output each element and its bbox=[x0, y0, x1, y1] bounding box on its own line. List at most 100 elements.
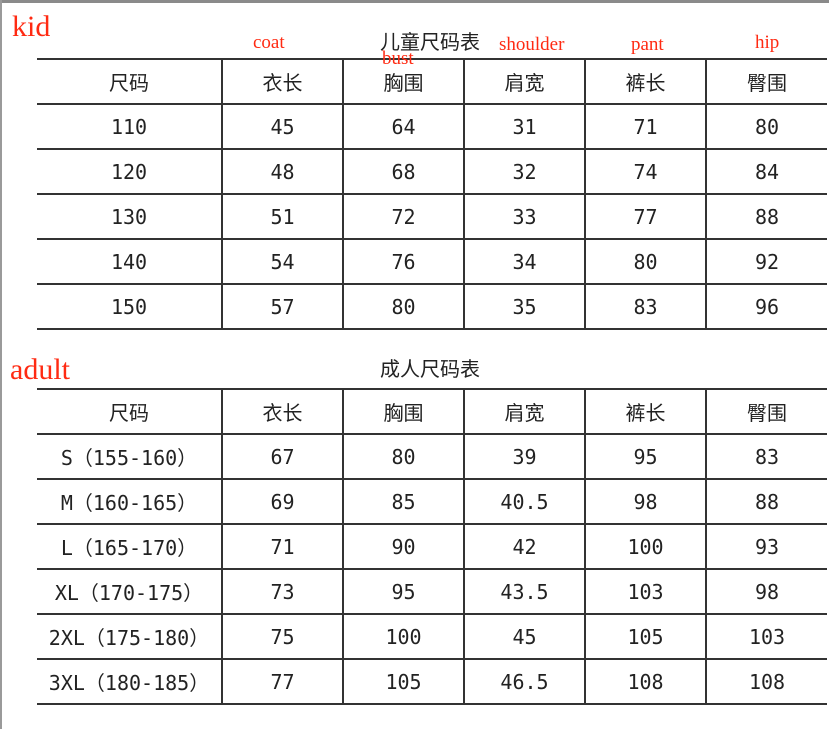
table-cell: 96 bbox=[705, 283, 827, 330]
table-cell: 120 bbox=[37, 148, 223, 195]
kid-label: kid bbox=[12, 10, 51, 43]
kid-table-title: 儿童尺码表 bbox=[380, 30, 480, 54]
table-cell: 98 bbox=[584, 478, 707, 525]
table-cell: 34 bbox=[463, 238, 586, 285]
table-cell: 64 bbox=[342, 103, 465, 150]
table-cell: 43.5 bbox=[463, 568, 586, 615]
table-cell: 108 bbox=[705, 658, 827, 705]
adult-size-table: 尺码 衣长 胸围 肩宽 裤长 臀围 S（155-160） 67 80 39 95 83 M（160-16… bbox=[37, 388, 827, 705]
adult-table-title: 成人尺码表 bbox=[380, 357, 480, 381]
table-cell: M（160-165） bbox=[37, 478, 223, 525]
column-header: 衣长 bbox=[221, 388, 344, 435]
table-cell: 80 bbox=[342, 433, 465, 480]
column-header: 胸围 bbox=[342, 58, 465, 105]
table-cell: 33 bbox=[463, 193, 586, 240]
table-cell: 68 bbox=[342, 148, 465, 195]
table-cell: L（165-170） bbox=[37, 523, 223, 570]
column-header: 肩宽 bbox=[463, 58, 586, 105]
header-row: 尺码 衣长 胸围 肩宽 裤长 臀围 bbox=[37, 58, 827, 105]
table-cell: 2XL（175-180） bbox=[37, 613, 223, 660]
table-cell: 83 bbox=[584, 283, 707, 330]
table-cell: 105 bbox=[342, 658, 465, 705]
kid-size-table: 尺码 衣长 胸围 肩宽 裤长 臀围 110 45 64 31 71 80 120 48 68 32 74 84 13… bbox=[37, 58, 827, 330]
top-border bbox=[0, 0, 829, 3]
column-header: 裤长 bbox=[584, 58, 707, 105]
table-cell: 72 bbox=[342, 193, 465, 240]
table-cell: 100 bbox=[584, 523, 707, 570]
table-cell: 140 bbox=[37, 238, 223, 285]
bust-label: bust bbox=[382, 48, 414, 69]
table-cell: 83 bbox=[705, 433, 827, 480]
table-cell: S（155-160） bbox=[37, 433, 223, 480]
table-cell: 71 bbox=[584, 103, 707, 150]
table-cell: 84 bbox=[705, 148, 827, 195]
hip-label: hip bbox=[755, 32, 780, 53]
table-cell: 74 bbox=[584, 148, 707, 195]
table-cell: 42 bbox=[463, 523, 586, 570]
table-cell: 40.5 bbox=[463, 478, 586, 525]
table-cell: 105 bbox=[584, 613, 707, 660]
table-cell: 77 bbox=[221, 658, 344, 705]
table-cell: 48 bbox=[221, 148, 344, 195]
table-cell: 75 bbox=[221, 613, 344, 660]
table-cell: 31 bbox=[463, 103, 586, 150]
table-cell: 110 bbox=[37, 103, 223, 150]
table-cell: 100 bbox=[342, 613, 465, 660]
table-row: 2XL（175-180） 75 100 45 105 103 bbox=[37, 613, 827, 660]
column-header: 尺码 bbox=[37, 388, 223, 435]
table-cell: 103 bbox=[584, 568, 707, 615]
left-border bbox=[0, 0, 2, 729]
table-cell: 45 bbox=[463, 613, 586, 660]
table-row: 120 48 68 32 74 84 bbox=[37, 148, 827, 195]
table-cell: 73 bbox=[221, 568, 344, 615]
table-row: 140 54 76 34 80 92 bbox=[37, 238, 827, 285]
header-row: 尺码 衣长 胸围 肩宽 裤长 臀围 bbox=[37, 388, 827, 435]
table-cell: 95 bbox=[584, 433, 707, 480]
table-cell: 67 bbox=[221, 433, 344, 480]
column-header: 胸围 bbox=[342, 388, 465, 435]
coat-label: coat bbox=[253, 32, 285, 53]
table-row: 150 57 80 35 83 96 bbox=[37, 283, 827, 330]
column-header: 臀围 bbox=[705, 58, 827, 105]
table-row: XL（170-175） 73 95 43.5 103 98 bbox=[37, 568, 827, 615]
table-cell: 77 bbox=[584, 193, 707, 240]
table-cell: 69 bbox=[221, 478, 344, 525]
table-cell: 98 bbox=[705, 568, 827, 615]
column-header: 臀围 bbox=[705, 388, 827, 435]
column-header: 肩宽 bbox=[463, 388, 586, 435]
table-cell: 108 bbox=[584, 658, 707, 705]
table-cell: 3XL（180-185） bbox=[37, 658, 223, 705]
shoulder-label: shoulder bbox=[499, 34, 565, 55]
adult-label: adult bbox=[10, 353, 70, 386]
table-cell: 45 bbox=[221, 103, 344, 150]
table-cell: 85 bbox=[342, 478, 465, 525]
table-row: L（165-170） 71 90 42 100 93 bbox=[37, 523, 827, 570]
table-cell: 71 bbox=[221, 523, 344, 570]
table-cell: 150 bbox=[37, 283, 223, 330]
column-header: 尺码 bbox=[37, 58, 223, 105]
table-cell: 32 bbox=[463, 148, 586, 195]
table-cell: 80 bbox=[584, 238, 707, 285]
table-cell: 88 bbox=[705, 193, 827, 240]
table-row: M（160-165） 69 85 40.5 98 88 bbox=[37, 478, 827, 525]
table-cell: 88 bbox=[705, 478, 827, 525]
table-cell: 95 bbox=[342, 568, 465, 615]
table-cell: 39 bbox=[463, 433, 586, 480]
column-header: 衣长 bbox=[221, 58, 344, 105]
table-cell: 57 bbox=[221, 283, 344, 330]
table-cell: 93 bbox=[705, 523, 827, 570]
pant-label: pant bbox=[631, 34, 664, 55]
table-cell: 90 bbox=[342, 523, 465, 570]
table-cell: 130 bbox=[37, 193, 223, 240]
table-cell: 54 bbox=[221, 238, 344, 285]
table-cell: 51 bbox=[221, 193, 344, 240]
table-cell: 80 bbox=[705, 103, 827, 150]
table-cell: 35 bbox=[463, 283, 586, 330]
table-cell: 103 bbox=[705, 613, 827, 660]
table-cell: 46.5 bbox=[463, 658, 586, 705]
table-cell: 80 bbox=[342, 283, 465, 330]
table-row: S（155-160） 67 80 39 95 83 bbox=[37, 433, 827, 480]
table-cell: 76 bbox=[342, 238, 465, 285]
table-cell: 92 bbox=[705, 238, 827, 285]
table-row: 3XL（180-185） 77 105 46.5 108 108 bbox=[37, 658, 827, 705]
